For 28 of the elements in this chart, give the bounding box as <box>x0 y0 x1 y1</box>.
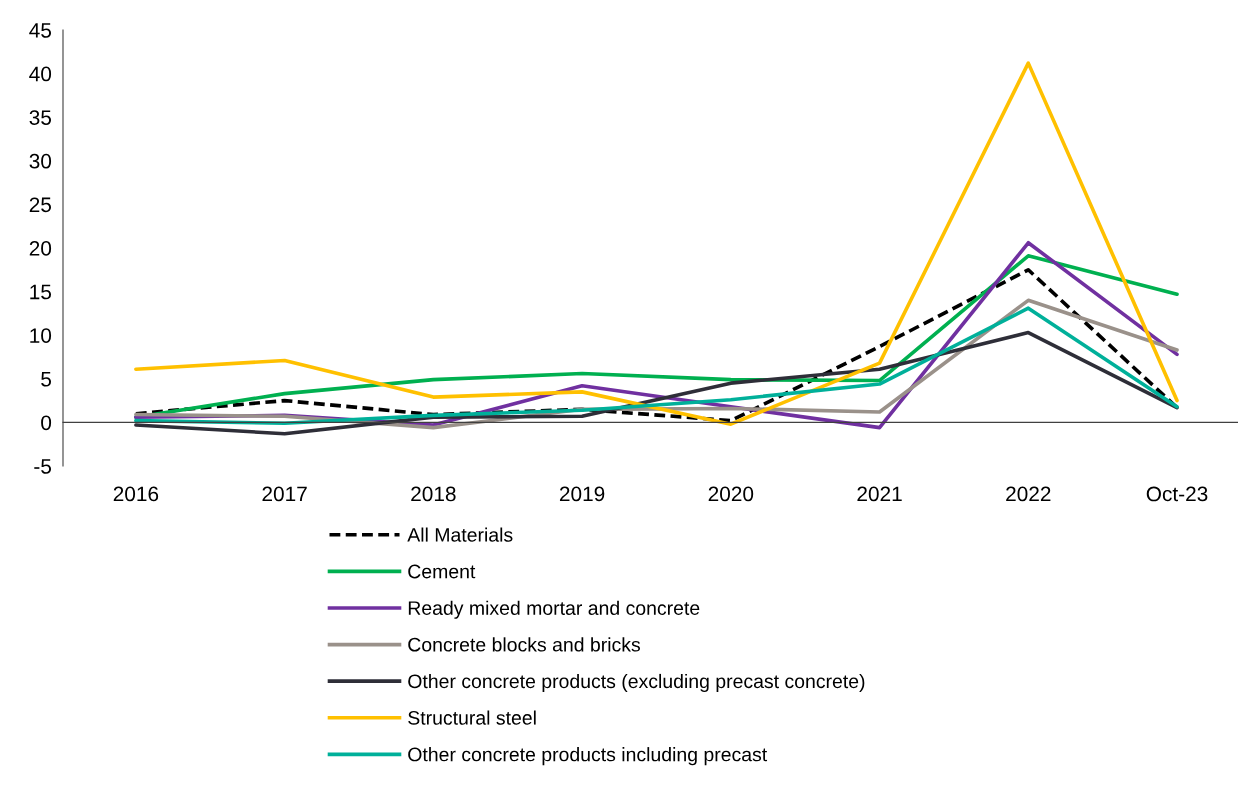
y-tick-label: 15 <box>30 284 52 300</box>
y-tick-label: 0 <box>41 415 52 431</box>
y-tick-label: -5 <box>34 459 52 474</box>
y-tick-label: 30 <box>29 153 52 169</box>
x-tick-label: 2022 <box>1006 486 1051 502</box>
y-tick-label: 40 <box>29 66 52 82</box>
legend-label: Concrete blocks and bricks <box>408 637 641 652</box>
y-tick-label: 5 <box>41 372 52 387</box>
y-tick-label: 45 <box>29 23 52 38</box>
line-series <box>134 330 1179 436</box>
x-tick-label: 2019 <box>559 486 605 502</box>
legend-label: Other concrete products (excluding precast concrete) <box>408 673 865 693</box>
legend-label: Structural steel <box>408 710 536 725</box>
y-tick-label: 10 <box>30 328 52 343</box>
x-tick-label: 2017 <box>262 486 307 502</box>
line-series <box>134 61 1179 426</box>
legend-label: All Materials <box>407 527 513 542</box>
x-tick-label: 2021 <box>857 486 902 502</box>
legend-label: Other concrete products including precast <box>408 747 768 766</box>
legend-label: Ready mixed mortar and concrete <box>408 600 700 619</box>
x-tick-label: Oct-23 <box>1146 486 1208 502</box>
y-tick-label: 20 <box>29 241 52 256</box>
y-tick-label: 25 <box>29 197 52 213</box>
y-tick-label: 35 <box>29 110 52 125</box>
legend-label: Cement <box>408 564 476 579</box>
x-tick-label: 2016 <box>113 486 159 502</box>
x-tick-label: 2020 <box>708 486 754 502</box>
x-tick-label: 2018 <box>411 486 456 502</box>
